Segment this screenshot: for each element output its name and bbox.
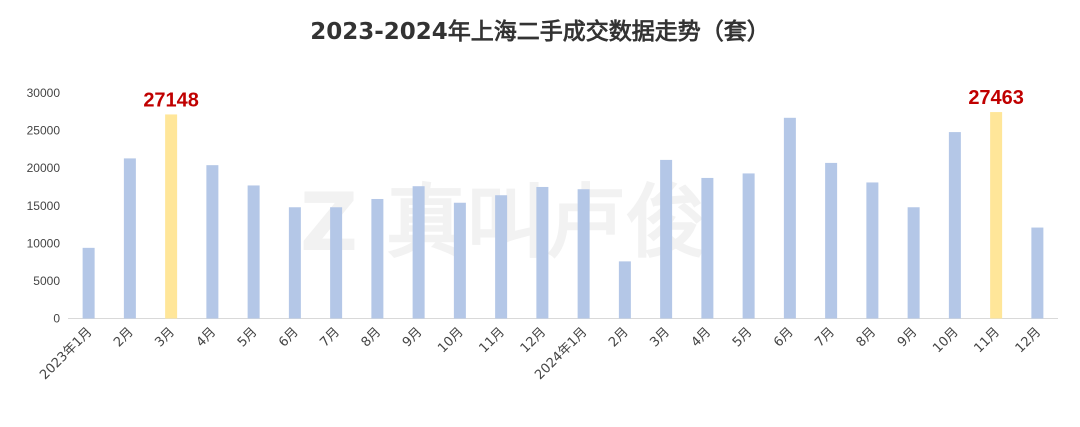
x-tick-label: 3月: [647, 325, 673, 351]
bar: [371, 198, 384, 319]
y-tick-label: 0: [53, 312, 60, 326]
bar: [660, 159, 673, 319]
x-tick-label: 2月: [606, 325, 632, 351]
y-tick-label: 25000: [27, 124, 61, 138]
x-tick-label: 7月: [317, 325, 343, 351]
bar: [412, 186, 425, 319]
bar: [330, 207, 343, 319]
bar: [495, 195, 508, 319]
bar: [783, 117, 796, 319]
x-tick-label: 8月: [359, 325, 385, 351]
bar: [247, 185, 260, 319]
bar: [288, 207, 301, 319]
chart-title: 2023-2024年上海二手成交数据走势（套）: [310, 19, 770, 45]
y-tick-label: 10000: [27, 236, 61, 250]
x-tick-label: 5月: [730, 325, 756, 351]
x-tick-label: 8月: [854, 325, 880, 351]
x-tick-label: 10月: [930, 325, 961, 356]
x-tick-label: 6月: [276, 325, 302, 351]
bar: [618, 261, 631, 319]
bar: [866, 182, 879, 319]
x-tick-label: 3月: [152, 325, 178, 351]
bar: [990, 112, 1003, 319]
bar: [1031, 227, 1044, 319]
bar: [907, 207, 920, 319]
x-tick-label: 9月: [400, 325, 426, 351]
y-tick-label: 15000: [27, 199, 61, 213]
bar: [536, 186, 549, 319]
bar: [165, 114, 178, 319]
x-tick-label: 12月: [1013, 325, 1044, 356]
x-tick-label: 5月: [235, 325, 261, 351]
x-tick-label: 9月: [895, 325, 921, 351]
x-tick-label: 4月: [194, 325, 220, 351]
y-tick-label: 30000: [27, 86, 61, 100]
x-tick-label: 11月: [476, 325, 507, 356]
bar: [82, 247, 95, 319]
bar: [453, 202, 466, 319]
x-tick-label: 6月: [771, 325, 797, 351]
x-tick-label: 2023年1月: [37, 325, 95, 383]
data-label: 27148: [143, 89, 199, 111]
x-tick-label: 2月: [111, 325, 137, 351]
bar: [123, 158, 136, 319]
bar: [742, 173, 755, 319]
y-tick-label: 5000: [33, 274, 60, 288]
bar: [825, 162, 838, 319]
bar: [206, 165, 219, 319]
bar: [948, 132, 961, 319]
bar: [701, 177, 714, 319]
x-tick-label: 7月: [812, 325, 838, 351]
x-tick-label: 10月: [435, 325, 466, 356]
bar: [577, 189, 590, 319]
x-tick-label: 12月: [518, 325, 549, 356]
x-tick-label: 4月: [689, 325, 715, 351]
x-tick-label: 11月: [971, 325, 1002, 356]
y-tick-label: 20000: [27, 161, 61, 175]
data-label: 27463: [968, 87, 1024, 109]
